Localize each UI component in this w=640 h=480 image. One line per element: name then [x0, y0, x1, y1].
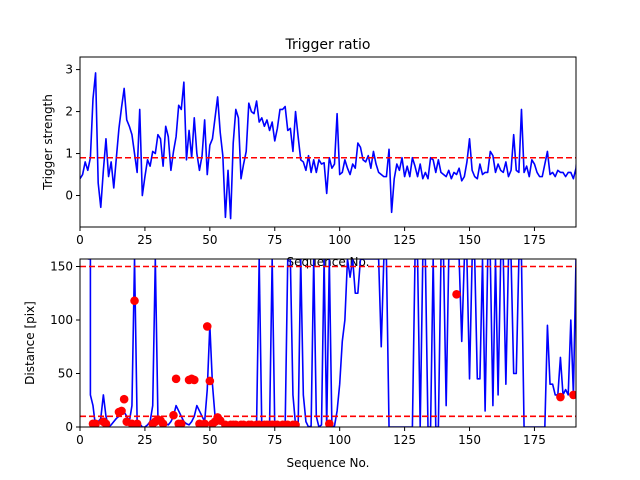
data-point: [556, 392, 565, 402]
x-tick-label: 100: [328, 433, 351, 447]
data-point: [291, 420, 300, 427]
data-point: [117, 406, 126, 416]
x-tick-label: 150: [458, 433, 481, 447]
x-tick-label: 50: [202, 233, 217, 247]
chart-title: Trigger ratio: [284, 37, 370, 53]
axis-ticks: 0 25 50 75 100 125 150 175 0 1 2 3: [65, 63, 546, 247]
data-point: [119, 394, 129, 404]
data-point: [176, 419, 186, 427]
plot-frame: [79, 56, 577, 228]
y-tick-label: 2: [65, 105, 73, 119]
x-tick-label: 75: [267, 233, 282, 247]
series-line: [80, 72, 576, 220]
data-point: [169, 410, 178, 420]
y-tick-label: 50: [58, 366, 73, 380]
distance-panel: 0 25 50 75 100 125 150 175 0 50 100 150 Sequence No…: [23, 258, 577, 470]
data-point: [171, 374, 181, 384]
x-tick-label: 125: [393, 233, 416, 247]
data-point: [130, 296, 139, 306]
axis-ticks: 0 25 50 75 100 125 150 175 0 50 100 150: [50, 259, 546, 447]
x-tick-label: 0: [76, 433, 84, 447]
x-tick-label: 0: [76, 233, 84, 247]
y-tick-label: 100: [50, 313, 73, 327]
y-tick-label: 0: [65, 189, 73, 203]
data-point: [205, 376, 215, 386]
series-group: [80, 72, 576, 220]
data-point: [132, 419, 142, 427]
x-tick-label: 25: [137, 233, 152, 247]
series-group: [80, 259, 576, 427]
y-axis-label: Trigger strength: [41, 94, 55, 191]
y-tick-label: 3: [65, 63, 73, 77]
y-axis-label: Distance [pix]: [23, 301, 37, 385]
y-tick-label: 1: [65, 147, 73, 161]
y-tick-label: 0: [65, 420, 73, 434]
distance-plot-area: [80, 259, 576, 427]
x-tick-label: 175: [523, 433, 546, 447]
data-point: [202, 322, 212, 331]
data-point: [158, 419, 168, 427]
x-tick-label: 150: [458, 233, 481, 247]
data-point: [200, 419, 209, 427]
x-axis-label: Sequence No.: [287, 456, 370, 470]
trigger-ratio-plot-area: [80, 72, 576, 220]
x-tick-label: 175: [523, 233, 546, 247]
x-tick-label: 125: [393, 433, 416, 447]
x-tick-label: 50: [202, 433, 217, 447]
data-point: [452, 290, 461, 299]
y-tick-label: 150: [50, 259, 73, 273]
x-tick-label: 25: [137, 433, 152, 447]
x-tick-label: 75: [267, 433, 282, 447]
data-point: [189, 375, 199, 385]
plot-frame: [79, 258, 577, 428]
data-point: [101, 419, 111, 427]
data-point: [91, 419, 100, 427]
data-point: [324, 419, 334, 427]
data-point: [569, 390, 576, 400]
x-tick-label: 100: [328, 233, 351, 247]
